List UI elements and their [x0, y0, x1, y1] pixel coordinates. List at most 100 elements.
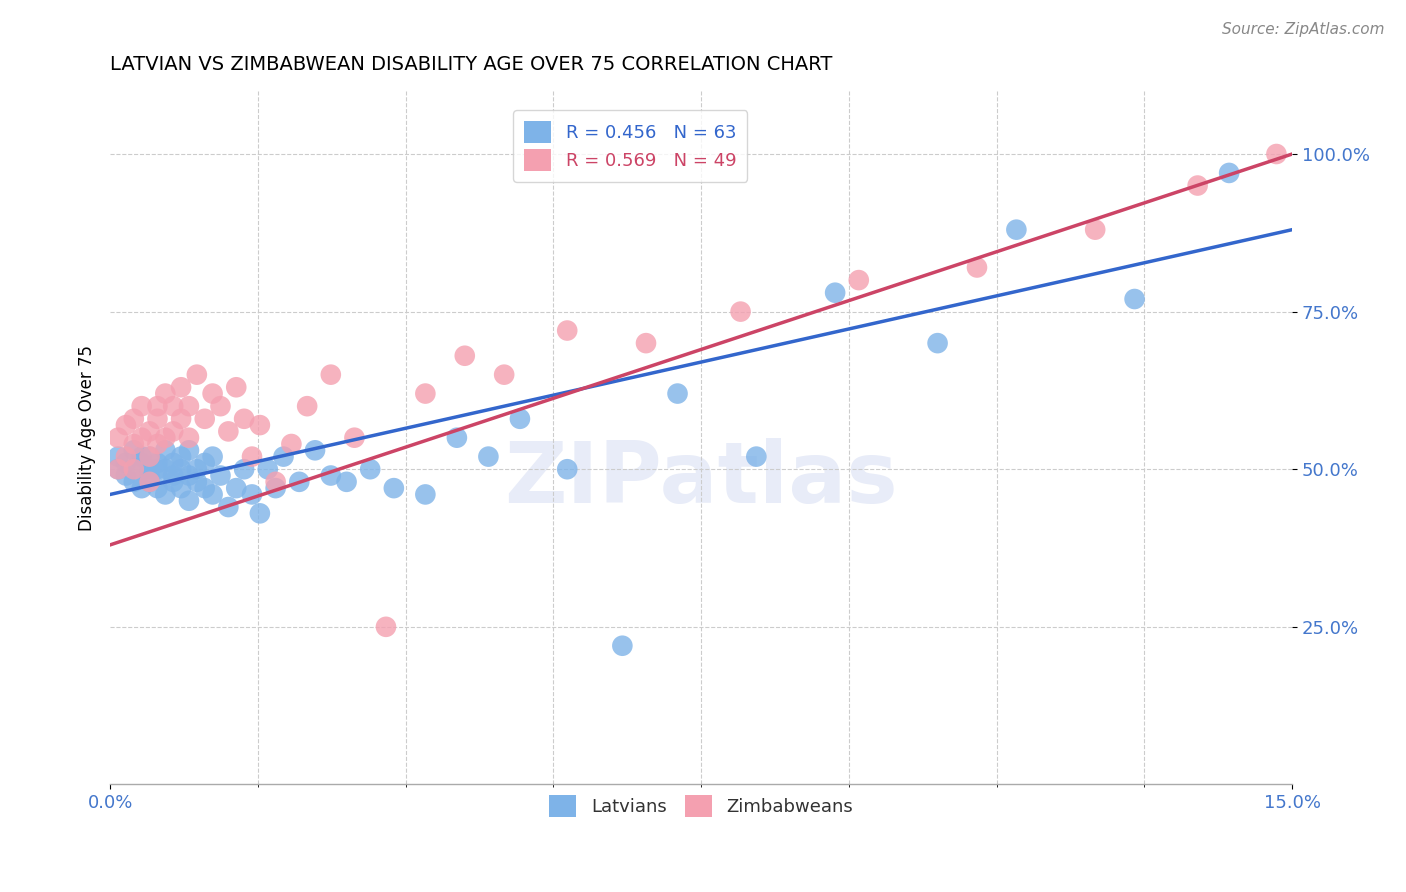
Point [666, 386, 689, 401]
Point [927, 336, 949, 351]
Point [131, 481, 153, 495]
Point [1123, 292, 1146, 306]
Point [138, 450, 160, 464]
Point [162, 456, 184, 470]
Point [122, 437, 145, 451]
Point [138, 475, 160, 489]
Point [359, 462, 381, 476]
Point [273, 450, 295, 464]
Point [138, 425, 160, 439]
Point [194, 411, 217, 425]
Point [555, 462, 578, 476]
Point [107, 462, 129, 476]
Point [209, 468, 232, 483]
Point [745, 450, 768, 464]
Point [170, 481, 193, 495]
Point [155, 487, 177, 501]
Point [162, 399, 184, 413]
Point [1084, 222, 1107, 236]
Point [186, 475, 208, 489]
Point [848, 273, 870, 287]
Y-axis label: Disability Age Over 75: Disability Age Over 75 [79, 344, 96, 531]
Point [1265, 147, 1288, 161]
Point [233, 411, 256, 425]
Point [382, 481, 405, 495]
Point [280, 437, 302, 451]
Point [304, 443, 326, 458]
Point [477, 450, 499, 464]
Text: Source: ZipAtlas.com: Source: ZipAtlas.com [1222, 22, 1385, 37]
Point [225, 481, 247, 495]
Point [115, 450, 138, 464]
Point [122, 462, 145, 476]
Point [170, 380, 193, 394]
Point [264, 475, 287, 489]
Point [131, 399, 153, 413]
Point [201, 450, 224, 464]
Point [319, 468, 342, 483]
Point [138, 462, 160, 476]
Point [256, 462, 278, 476]
Point [170, 450, 193, 464]
Point [146, 456, 169, 470]
Point [131, 456, 153, 470]
Point [730, 304, 752, 318]
Point [177, 431, 200, 445]
Point [162, 475, 184, 489]
Point [115, 456, 138, 470]
Point [509, 411, 531, 425]
Point [162, 425, 184, 439]
Point [107, 462, 129, 476]
Point [1005, 222, 1028, 236]
Text: LATVIAN VS ZIMBABWEAN DISABILITY AGE OVER 75 CORRELATION CHART: LATVIAN VS ZIMBABWEAN DISABILITY AGE OVE… [110, 55, 832, 74]
Point [555, 324, 578, 338]
Text: ZIPatlas: ZIPatlas [505, 438, 898, 521]
Point [288, 475, 311, 489]
Point [122, 475, 145, 489]
Point [122, 443, 145, 458]
Point [138, 468, 160, 483]
Point [343, 431, 366, 445]
Point [249, 418, 271, 433]
Point [612, 639, 634, 653]
Point [115, 418, 138, 433]
Legend: Latvians, Zimbabweans: Latvians, Zimbabweans [543, 788, 860, 824]
Point [319, 368, 342, 382]
Point [155, 431, 177, 445]
Point [177, 468, 200, 483]
Point [824, 285, 846, 300]
Point [264, 481, 287, 495]
Point [162, 468, 184, 483]
Point [375, 620, 398, 634]
Point [415, 386, 437, 401]
Point [454, 349, 477, 363]
Point [186, 368, 208, 382]
Point [138, 450, 160, 464]
Point [155, 386, 177, 401]
Point [966, 260, 988, 275]
Point [249, 507, 271, 521]
Point [146, 481, 169, 495]
Point [415, 487, 437, 501]
Point [225, 380, 247, 394]
Point [146, 437, 169, 451]
Point [201, 386, 224, 401]
Point [155, 443, 177, 458]
Point [335, 475, 357, 489]
Point [131, 431, 153, 445]
Point [146, 462, 169, 476]
Point [170, 462, 193, 476]
Point [155, 462, 177, 476]
Point [494, 368, 516, 382]
Point [146, 411, 169, 425]
Point [295, 399, 318, 413]
Point [122, 411, 145, 425]
Point [186, 462, 208, 476]
Point [138, 475, 160, 489]
Point [115, 468, 138, 483]
Point [240, 450, 263, 464]
Point [1218, 166, 1240, 180]
Point [217, 425, 239, 439]
Point [194, 456, 217, 470]
Point [177, 399, 200, 413]
